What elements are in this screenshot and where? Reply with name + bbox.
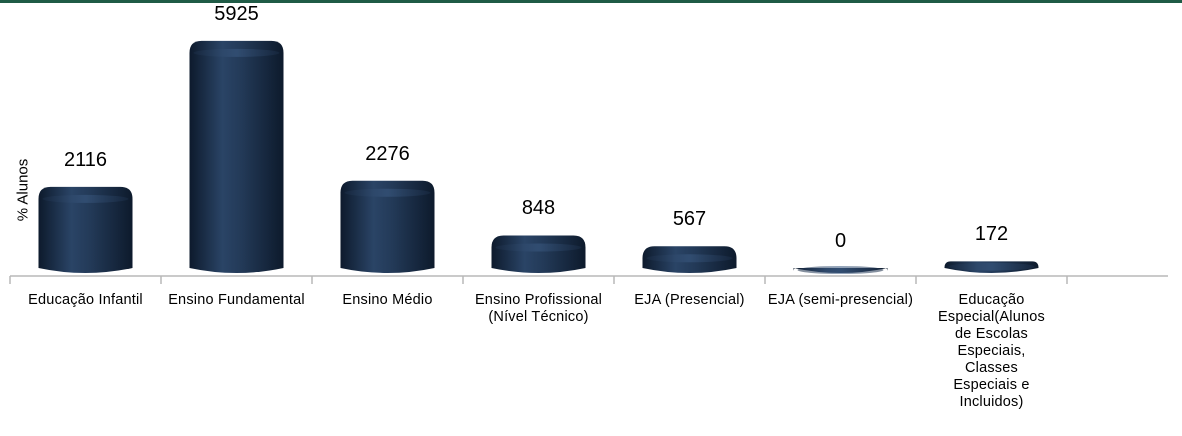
bar-cap bbox=[495, 243, 582, 252]
bar-cap bbox=[646, 254, 733, 263]
bar bbox=[793, 266, 888, 274]
category-label: EJA (Presencial) bbox=[634, 292, 745, 308]
bar-cap bbox=[42, 194, 129, 203]
bar bbox=[642, 246, 737, 273]
bar-body bbox=[340, 180, 435, 273]
bar bbox=[491, 235, 586, 273]
category-label: Educação Infantil bbox=[28, 292, 143, 308]
category-label: Ensino Médio bbox=[342, 292, 433, 308]
bar bbox=[189, 40, 284, 273]
bar-body bbox=[491, 235, 586, 273]
bar-cap bbox=[344, 188, 431, 197]
value-label: 567 bbox=[672, 208, 707, 231]
bar-cap bbox=[193, 48, 280, 57]
value-label: 2276 bbox=[365, 142, 410, 165]
value-label: 2116 bbox=[63, 148, 107, 171]
bar bbox=[944, 261, 1039, 273]
category-label: Ensino Fundamental bbox=[168, 292, 305, 308]
bar-cap bbox=[797, 266, 884, 274]
value-label: 848 bbox=[521, 197, 556, 220]
bar-body bbox=[38, 186, 133, 273]
category-label: EJA (semi-presencial) bbox=[767, 292, 914, 308]
bar-body bbox=[189, 40, 284, 273]
value-label: 0 bbox=[834, 230, 847, 252]
category-label: Ensino Profissional (Nível Técnico) bbox=[474, 292, 603, 325]
bar-cap bbox=[948, 262, 1035, 271]
value-label: 5925 bbox=[214, 2, 259, 25]
bar bbox=[38, 186, 133, 273]
bar bbox=[340, 180, 435, 273]
category-label: Educação Especial(Alunos de Escolas Espe… bbox=[938, 292, 1045, 410]
top-rule bbox=[0, 0, 1182, 3]
value-label: 172 bbox=[974, 223, 1009, 246]
